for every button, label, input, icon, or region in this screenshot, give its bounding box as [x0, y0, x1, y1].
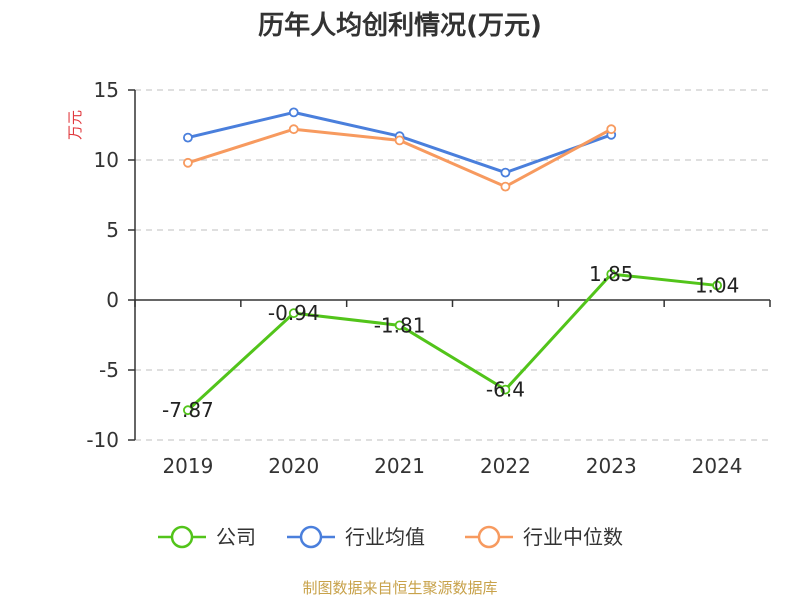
x-tick-label: 2024 [692, 454, 743, 478]
x-tick-label: 2021 [374, 454, 425, 478]
axes: 15 10 5 0 -5 -10 2019 2020 2021 2022 2023 2024 [86, 78, 771, 478]
data-point[interactable] [500, 181, 511, 192]
data-point[interactable] [606, 124, 617, 135]
legend-label: 行业均值 [345, 525, 425, 549]
y-tick-label: 15 [94, 78, 119, 102]
y-tick-label: -5 [99, 358, 119, 382]
data-point[interactable] [288, 124, 299, 135]
legend-label: 行业中位数 [523, 525, 623, 549]
y-tick-label: 0 [106, 288, 119, 312]
data-point[interactable] [288, 107, 299, 118]
legend-item[interactable]: 公司 [158, 525, 256, 549]
grid [135, 89, 770, 441]
data-point[interactable] [288, 308, 299, 319]
data-label: -0.94 [268, 301, 320, 325]
y-tick-label: -10 [86, 428, 119, 452]
data-point[interactable] [183, 405, 193, 416]
legend-label: 公司 [216, 525, 256, 549]
data-point[interactable] [500, 167, 511, 178]
legend[interactable]: 公司 行业均值 行业中位数 [158, 525, 623, 549]
data-point[interactable] [183, 132, 193, 143]
data-labels: -7.87 -0.94 -1.81 -6.4 1.85 1.04 [162, 262, 739, 422]
data-point[interactable] [500, 384, 511, 395]
y-tick-label: 10 [94, 148, 119, 172]
legend-item[interactable]: 行业中位数 [465, 525, 623, 549]
data-point[interactable] [712, 280, 722, 291]
chart-title: 历年人均创利情况(万元) [258, 10, 542, 41]
data-label: 1.04 [695, 273, 740, 297]
x-tick-label: 2019 [162, 454, 213, 478]
legend-marker [477, 525, 501, 549]
data-label: -7.87 [162, 398, 214, 422]
source-note: 制图数据来自恒生聚源数据库 [302, 579, 497, 597]
x-tick-label: 2020 [268, 454, 319, 478]
data-point[interactable] [394, 320, 405, 331]
legend-item[interactable]: 行业均值 [287, 525, 425, 549]
legend-marker [170, 525, 194, 549]
y-axis-label: 万元 [66, 110, 84, 140]
x-tick-label: 2023 [586, 454, 637, 478]
data-label: -6.4 [486, 378, 525, 402]
y-tick-label: 5 [106, 218, 119, 242]
data-label: 1.85 [589, 262, 634, 286]
data-point[interactable] [394, 135, 405, 146]
data-point[interactable] [606, 269, 617, 280]
x-tick-label: 2022 [480, 454, 531, 478]
series-line [186, 272, 718, 412]
data-label: -1.81 [374, 313, 426, 337]
series-layer [183, 107, 722, 416]
data-point[interactable] [183, 157, 193, 168]
legend-marker [299, 525, 323, 549]
